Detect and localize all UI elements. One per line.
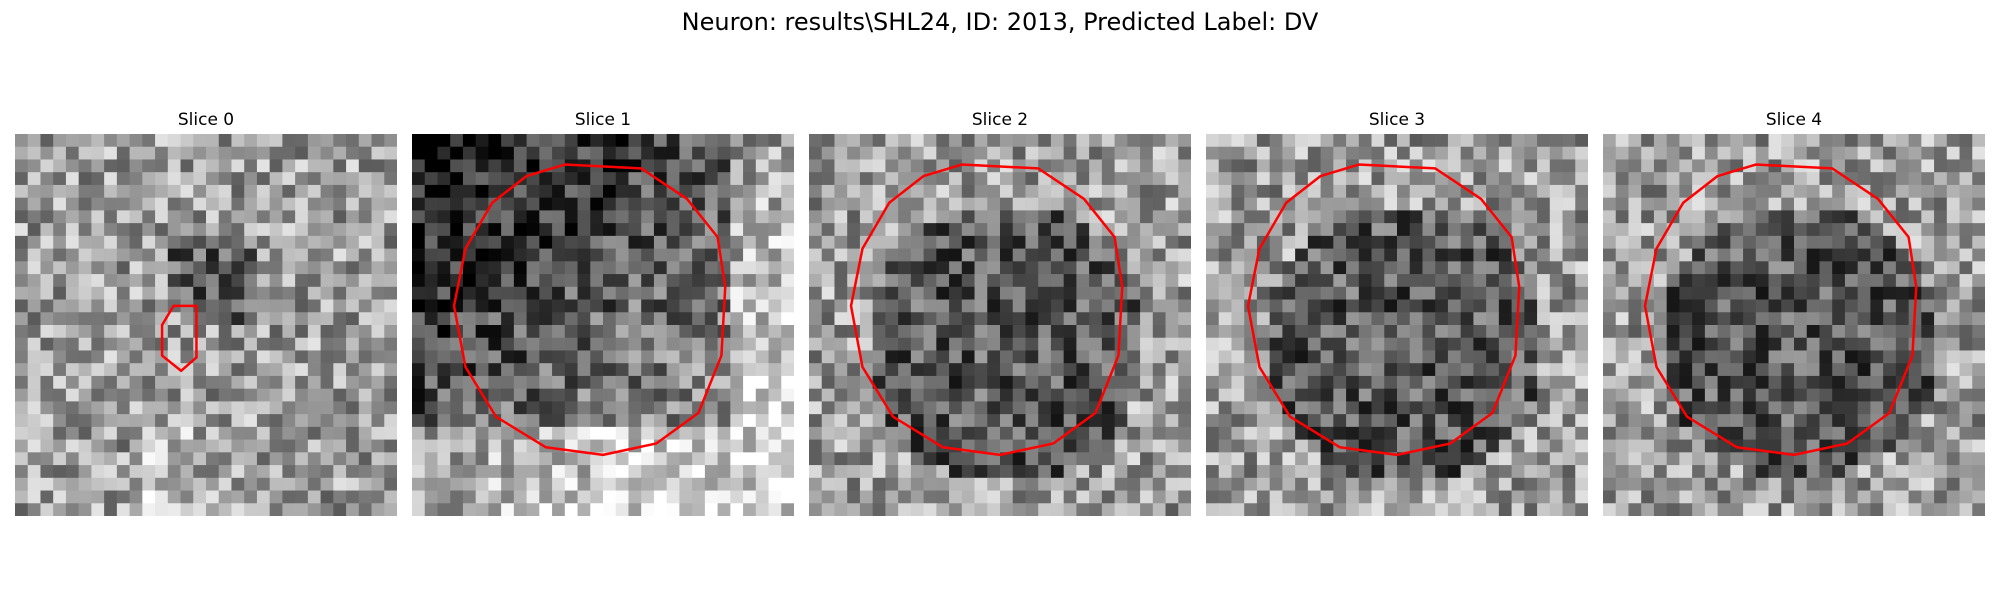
slice-panel-1: Slice 1: [412, 108, 794, 516]
slice-title-0: Slice 0: [177, 110, 235, 130]
slice-title-4: Slice 4: [1765, 110, 1823, 130]
roi-contour: [849, 163, 1124, 457]
slice-panel-2: Slice 2: [809, 108, 1191, 516]
slice-panel-4: Slice 4: [1603, 108, 1985, 516]
roi-contour: [160, 304, 198, 373]
slice-panel-0: Slice 0: [15, 108, 397, 516]
slice-title-3: Slice 3: [1368, 110, 1426, 130]
slice-image-4: [1603, 134, 1985, 516]
slice-title-1: Slice 1: [574, 110, 632, 130]
roi-contour: [1246, 163, 1521, 457]
slice-image-0: [15, 134, 397, 516]
slice-image-3: [1206, 134, 1588, 516]
slice-image-2: [809, 134, 1191, 516]
roi-contour: [1643, 163, 1918, 457]
slice-title-2: Slice 2: [971, 110, 1029, 130]
roi-contour: [452, 163, 727, 457]
slice-image-1: [412, 134, 794, 516]
slice-panel-3: Slice 3: [1206, 108, 1588, 516]
figure-title: Neuron: results\SHL24, ID: 2013, Predict…: [681, 8, 1319, 36]
